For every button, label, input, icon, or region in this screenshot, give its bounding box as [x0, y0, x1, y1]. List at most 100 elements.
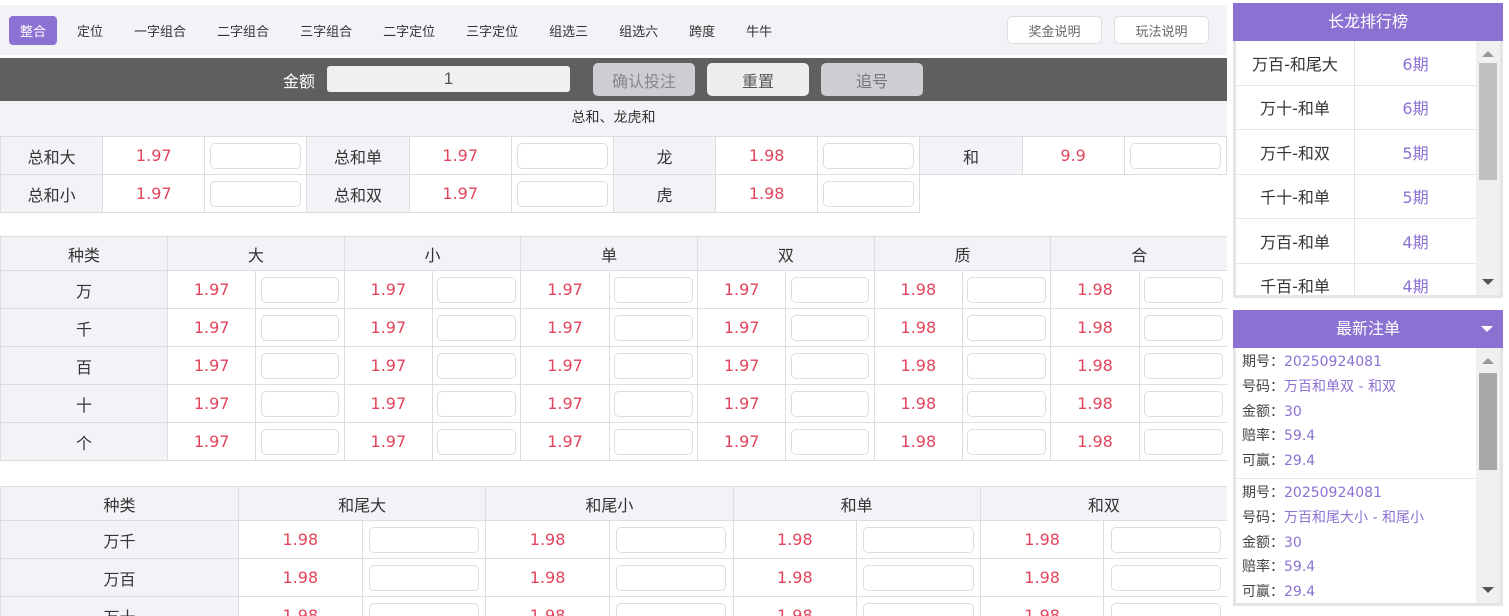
- bet-amount-input[interactable]: [1110, 526, 1221, 553]
- tab-2[interactable]: 一字组合: [134, 24, 187, 40]
- bet-amount-input[interactable]: [368, 526, 480, 553]
- bet-amount-input[interactable]: [516, 142, 608, 169]
- bet-amount-input[interactable]: [437, 352, 516, 379]
- bet-amount-input[interactable]: [863, 526, 974, 553]
- bet-amount-input[interactable]: [967, 428, 1046, 455]
- bet-amount-input[interactable]: [823, 180, 915, 207]
- scrollbar[interactable]: [1476, 41, 1500, 295]
- tab-0[interactable]: 整合: [9, 15, 58, 45]
- bet-amount-input[interactable]: [790, 390, 870, 417]
- reset-button[interactable]: 重置: [707, 63, 809, 96]
- bet-amount-input[interactable]: [616, 602, 727, 616]
- prize-info-button[interactable]: 奖金说明: [1007, 16, 1102, 44]
- order-item: 期号：20250924081 号码：万百和单双 - 和双 金额：30 赔率：59.4 可…: [1236, 348, 1476, 479]
- table-row: 千 1.97 1.97 1.97 1.97 1.98 1.98: [0, 308, 1227, 347]
- bet-cell: [431, 346, 522, 385]
- bet-amount-input[interactable]: [616, 526, 727, 553]
- bet-cell: [255, 270, 345, 309]
- bet-amount-input[interactable]: [260, 352, 340, 379]
- bet-amount-input[interactable]: [368, 602, 480, 616]
- rules-button[interactable]: 玩法说明: [1114, 16, 1209, 44]
- bet-amount-input[interactable]: [790, 428, 870, 455]
- bet-amount-input[interactable]: [260, 390, 340, 417]
- scroll-up-icon[interactable]: [1482, 51, 1494, 57]
- bet-amount-input[interactable]: [437, 314, 516, 341]
- tab-4[interactable]: 三字组合: [300, 24, 353, 40]
- table-row: 个 1.97 1.97 1.97 1.97 1.98 1.98: [0, 422, 1227, 461]
- bet-amount-input[interactable]: [614, 428, 693, 455]
- bet-amount-input[interactable]: [437, 428, 516, 455]
- bet-amount-input[interactable]: [863, 602, 974, 616]
- confirm-bet-button[interactable]: 确认投注: [593, 63, 695, 96]
- tab-3[interactable]: 二字组合: [217, 24, 270, 40]
- bet-amount-input[interactable]: [790, 352, 870, 379]
- bet-cell: [962, 346, 1052, 385]
- row-label: 万十: [0, 596, 239, 616]
- bet-amount-input[interactable]: [614, 314, 693, 341]
- scroll-down-icon[interactable]: [1482, 587, 1494, 593]
- scrollbar[interactable]: [1476, 348, 1500, 603]
- bet-amount-input[interactable]: [1144, 390, 1223, 417]
- bet-amount-input[interactable]: [516, 180, 608, 207]
- item-name: 万百-和尾大: [1236, 41, 1355, 85]
- bet-amount-input[interactable]: [260, 428, 340, 455]
- bet-amount-input[interactable]: [614, 352, 693, 379]
- bet-amount-input[interactable]: [1144, 428, 1223, 455]
- bet-amount-input[interactable]: [368, 564, 480, 591]
- odds-value: 1.97: [343, 422, 434, 461]
- bet-amount-input[interactable]: [437, 276, 516, 303]
- bet-amount-input[interactable]: [614, 390, 693, 417]
- bet-amount-input[interactable]: [823, 142, 915, 169]
- tab-7[interactable]: 组选三: [549, 24, 589, 40]
- bet-label: 总和小: [0, 174, 104, 213]
- bet-amount-input[interactable]: [1144, 276, 1223, 303]
- bet-cell: [1103, 558, 1227, 597]
- bet-amount-input[interactable]: [863, 564, 974, 591]
- bet-amount-input[interactable]: [967, 352, 1046, 379]
- amount-label: 金额: [283, 71, 316, 91]
- odds-value: 1.98: [873, 346, 964, 385]
- tab-9[interactable]: 跨度: [689, 24, 716, 40]
- tab-5[interactable]: 二字定位: [383, 24, 436, 40]
- bet-cell: [510, 174, 614, 213]
- scroll-up-icon[interactable]: [1482, 358, 1494, 364]
- order-odds-label: 赔率：: [1242, 428, 1284, 445]
- bet-cell: [255, 346, 345, 385]
- amount-input[interactable]: [327, 66, 570, 92]
- bet-amount-input[interactable]: [210, 180, 302, 207]
- tab-1[interactable]: 定位: [77, 24, 104, 40]
- dropdown-icon[interactable]: [1481, 326, 1493, 332]
- bet-amount-input[interactable]: [616, 564, 727, 591]
- odds-value: 1.98: [979, 520, 1105, 559]
- column-header: 小: [343, 236, 522, 271]
- bet-amount-input[interactable]: [1144, 352, 1223, 379]
- bet-amount-input[interactable]: [1129, 142, 1221, 169]
- bet-amount-input[interactable]: [260, 314, 340, 341]
- tab-6[interactable]: 三字定位: [466, 24, 519, 40]
- bet-amount-input[interactable]: [967, 390, 1046, 417]
- tab-8[interactable]: 组选六: [619, 24, 659, 40]
- long-dragon-item: 万百-和单 4期: [1236, 219, 1476, 264]
- odds-value: 1.98: [1050, 308, 1140, 347]
- bet-amount-input[interactable]: [790, 314, 870, 341]
- odds-value: 1.98: [979, 558, 1105, 597]
- bet-amount-input[interactable]: [614, 276, 693, 303]
- bet-amount-input[interactable]: [437, 390, 516, 417]
- bet-amount-input[interactable]: [1144, 314, 1223, 341]
- bet-cell: [255, 384, 345, 423]
- scroll-down-icon[interactable]: [1482, 279, 1494, 285]
- bet-cell: [1138, 308, 1227, 347]
- chase-button[interactable]: 追号: [821, 63, 923, 96]
- tab-10[interactable]: 牛牛: [746, 24, 773, 40]
- bet-amount-input[interactable]: [967, 314, 1046, 341]
- bet-amount-input[interactable]: [210, 142, 302, 169]
- bet-cell: [255, 422, 345, 461]
- order-issue: 期号：20250924081: [1242, 481, 1470, 506]
- bet-amount-input[interactable]: [790, 276, 870, 303]
- bet-amount-input[interactable]: [260, 276, 340, 303]
- bet-amount-input[interactable]: [967, 276, 1046, 303]
- bet-amount-input[interactable]: [1110, 602, 1221, 616]
- odds-value: 1.97: [166, 270, 257, 309]
- bet-amount-input[interactable]: [1110, 564, 1221, 591]
- bet-cell: [962, 270, 1052, 309]
